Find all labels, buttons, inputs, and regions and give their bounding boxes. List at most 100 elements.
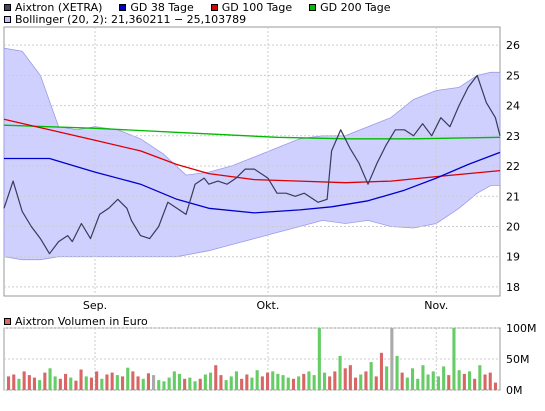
volume-bar [431, 371, 435, 390]
legend-item-gd100: GD 100 Tage [210, 1, 293, 14]
volume-bar [343, 368, 347, 390]
volume-bar [74, 380, 78, 390]
series-line-price [3, 74, 501, 255]
volume-bar [32, 377, 36, 390]
volume-chart: 0M 50M 100M [3, 322, 537, 397]
volume-bar [297, 376, 301, 390]
legend-label-price: Aixtron (XETRA) [15, 1, 103, 14]
volume-bar [478, 365, 482, 390]
volume-bar [436, 376, 440, 390]
volume-y-tick-label: 100M [506, 322, 537, 335]
volume-bar [214, 365, 218, 390]
volume-bar [421, 365, 425, 390]
volume-bar [385, 366, 389, 390]
volume-bar [390, 328, 394, 390]
legend-label-volume: Aixtron Volumen in Euro [15, 315, 148, 328]
volume-bar [121, 376, 125, 390]
volume-bar [333, 371, 337, 390]
volume-bar [364, 371, 368, 390]
volume-bar [411, 368, 415, 390]
volume-bar [234, 371, 238, 390]
volume-bar [271, 371, 275, 390]
y-tick-label: 21 [506, 190, 520, 203]
volume-bar [266, 372, 270, 390]
y-tick-label: 26 [506, 39, 520, 52]
y-tick-label: 24 [506, 100, 520, 113]
volume-bar [136, 376, 140, 390]
volume-bar [291, 378, 295, 390]
volume-bar [307, 371, 311, 390]
volume-bar [146, 373, 150, 390]
volume-bar [229, 376, 233, 390]
volume-bar [400, 372, 404, 390]
volume-bar [152, 375, 156, 390]
volume-bar [219, 375, 223, 390]
volume-bar [100, 378, 104, 390]
volume-bar [354, 377, 358, 390]
legend-swatch-gd100 [210, 4, 218, 11]
volume-bar [416, 378, 420, 390]
y-tick-label: 25 [506, 69, 520, 82]
volume-bar [426, 374, 430, 390]
volume-bar [359, 374, 363, 390]
volume-bar [369, 362, 373, 390]
volume-bar [188, 377, 192, 390]
volume-bar [250, 377, 254, 390]
volume-bar [177, 373, 181, 390]
volume-bar [17, 378, 21, 390]
volume-bar [286, 377, 290, 390]
volume-bar [447, 375, 451, 390]
volume-bar [27, 375, 31, 390]
volume-bar [312, 375, 316, 390]
volume-bar [317, 328, 321, 390]
volume-bar [348, 365, 352, 390]
volume-bar [374, 376, 378, 390]
volume-bar [468, 371, 472, 390]
volume-bar [240, 378, 244, 390]
volume-bar [95, 371, 99, 390]
volume-bar [462, 373, 466, 390]
volume-bar [162, 381, 166, 390]
volume-bar [338, 355, 342, 390]
legend-item-volume: Aixtron Volumen in Euro [4, 315, 148, 328]
legend-label-gd100: GD 100 Tage [221, 1, 293, 14]
legend-label-bollinger: Bollinger (20, 2): 21,360211 − 25,103789 [15, 13, 247, 26]
volume-bar [157, 380, 161, 390]
volume-legend: Aixtron Volumen in Euro [4, 315, 165, 328]
volume-bar [141, 378, 145, 390]
volume-bar [167, 377, 171, 390]
volume-bar [22, 371, 26, 390]
volume-bar [483, 374, 487, 390]
volume-bar [58, 378, 62, 390]
y-tick-label: 20 [506, 220, 520, 233]
volume-bar [53, 376, 57, 390]
volume-bar [209, 372, 213, 390]
volume-bar [255, 370, 259, 390]
volume-bar [302, 373, 306, 390]
series-line-gd100 [3, 118, 501, 184]
main-legend: Aixtron (XETRA) GD 38 Tage GD 100 Tage G… [4, 1, 408, 14]
volume-bar [395, 355, 399, 390]
y-tick-label: 19 [506, 251, 520, 264]
legend-swatch-gd200 [309, 4, 317, 11]
x-tick-label: Okt. [257, 299, 280, 312]
y-tick-label: 18 [506, 281, 520, 294]
volume-bar [115, 375, 119, 390]
volume-bar [245, 374, 249, 390]
volume-bar [452, 328, 456, 390]
volume-bar [183, 378, 187, 390]
price-chart: 18 19 20 21 22 23 24 25 26 Sep. Okt. Nov. [3, 26, 520, 312]
volume-bar [48, 368, 52, 390]
volume-bar [43, 372, 47, 390]
volume-bar [405, 377, 409, 390]
volume-bar [110, 372, 114, 390]
x-tick-label: Nov. [424, 299, 448, 312]
legend-swatch-bollinger [4, 16, 11, 23]
legend-item-bollinger: Bollinger (20, 2): 21,360211 − 25,103789 [4, 13, 246, 26]
legend-swatch-volume [4, 318, 11, 325]
series-line-gd200 [3, 124, 501, 140]
volume-bar [457, 370, 461, 390]
volume-bar [328, 376, 332, 390]
volume-bar [38, 380, 42, 390]
